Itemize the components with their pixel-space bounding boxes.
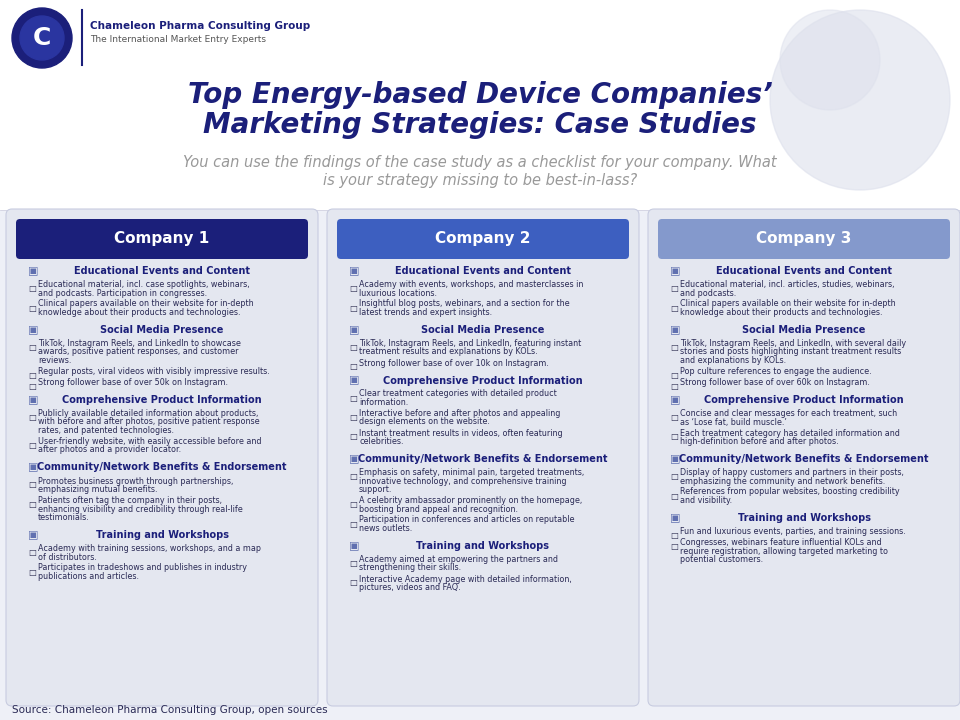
Text: □: □ [349, 433, 357, 441]
Text: Academy with training sessions, workshops, and a map: Academy with training sessions, workshop… [38, 544, 261, 553]
Text: Company 2: Company 2 [435, 232, 531, 246]
Text: Comprehensive Product Information: Comprehensive Product Information [383, 376, 583, 385]
Text: Pop culture references to engage the audience.: Pop culture references to engage the aud… [680, 367, 872, 376]
Text: □: □ [349, 343, 357, 352]
Text: pictures, videos and FAQ.: pictures, videos and FAQ. [359, 583, 461, 592]
FancyBboxPatch shape [658, 219, 950, 259]
Text: ▣: ▣ [28, 462, 38, 472]
Text: rates, and patented technologies.: rates, and patented technologies. [38, 426, 174, 435]
Text: □: □ [670, 531, 678, 540]
Text: boosting brand appeal and recognition.: boosting brand appeal and recognition. [359, 505, 518, 513]
Circle shape [780, 10, 880, 110]
Text: □: □ [670, 284, 678, 293]
Text: ▣: ▣ [670, 454, 681, 464]
Text: Concise and clear messages for each treatment, such: Concise and clear messages for each trea… [680, 409, 898, 418]
Text: stories and posts highlighting instant treatment results: stories and posts highlighting instant t… [680, 348, 901, 356]
FancyBboxPatch shape [16, 219, 308, 259]
Text: □: □ [349, 362, 357, 372]
Text: Social Media Presence: Social Media Presence [100, 325, 224, 335]
Text: Source: Chameleon Pharma Consulting Group, open sources: Source: Chameleon Pharma Consulting Grou… [12, 705, 327, 715]
Text: Marketing Strategies: Case Studies: Marketing Strategies: Case Studies [204, 111, 756, 139]
Text: □: □ [349, 304, 357, 312]
Text: □: □ [670, 382, 678, 391]
Text: Clinical papers available on their website for in-depth: Clinical papers available on their websi… [680, 300, 896, 308]
Text: Emphasis on safety, minimal pain, targeted treatments,: Emphasis on safety, minimal pain, target… [359, 468, 585, 477]
Text: support.: support. [359, 485, 393, 494]
Text: potential customers.: potential customers. [680, 555, 763, 564]
Text: emphasizing the community and network benefits.: emphasizing the community and network be… [680, 477, 885, 485]
Text: ▣: ▣ [670, 325, 681, 335]
Text: Educational Events and Content: Educational Events and Content [716, 266, 892, 276]
Text: You can use the findings of the case study as a checklist for your company. What: You can use the findings of the case stu… [183, 156, 777, 171]
Text: of distributors.: of distributors. [38, 552, 97, 562]
Text: Comprehensive Product Information: Comprehensive Product Information [705, 395, 903, 405]
Text: ▣: ▣ [349, 266, 359, 276]
Text: celebrities.: celebrities. [359, 437, 403, 446]
Text: References from popular websites, boosting credibility: References from popular websites, boosti… [680, 487, 900, 497]
Text: □: □ [28, 548, 36, 557]
Text: and podcasts.: and podcasts. [680, 289, 736, 297]
Text: □: □ [28, 343, 36, 352]
Text: emphasizing mutual benefits.: emphasizing mutual benefits. [38, 485, 157, 494]
Text: □: □ [670, 433, 678, 441]
Text: Comprehensive Product Information: Comprehensive Product Information [62, 395, 262, 405]
Text: TikTok, Instagram Reels, and LinkedIn, with several daily: TikTok, Instagram Reels, and LinkedIn, w… [680, 339, 906, 348]
Text: □: □ [28, 441, 36, 450]
Text: □: □ [349, 578, 357, 588]
Text: reviews.: reviews. [38, 356, 71, 365]
FancyBboxPatch shape [327, 209, 639, 706]
Text: after photos and a provider locator.: after photos and a provider locator. [38, 446, 181, 454]
Text: Clinical papers available on their website for in-depth: Clinical papers available on their websi… [38, 300, 253, 308]
Text: □: □ [28, 567, 36, 577]
Text: Educational Events and Content: Educational Events and Content [395, 266, 571, 276]
Text: news outlets.: news outlets. [359, 524, 412, 533]
Text: Instant treatment results in videos, often featuring: Instant treatment results in videos, oft… [359, 428, 563, 438]
Text: Social Media Presence: Social Media Presence [742, 325, 866, 335]
Text: □: □ [28, 500, 36, 509]
Text: □: □ [670, 413, 678, 422]
Text: Strong follower base of over 50k on Instagram.: Strong follower base of over 50k on Inst… [38, 378, 228, 387]
Text: User-friendly website, with easily accessible before and: User-friendly website, with easily acces… [38, 437, 261, 446]
Text: □: □ [349, 413, 357, 422]
Text: Each treatment category has detailed information and: Each treatment category has detailed inf… [680, 428, 900, 438]
Text: □: □ [349, 520, 357, 528]
Circle shape [770, 10, 950, 190]
Text: Congresses, webinars feature influential KOLs and: Congresses, webinars feature influential… [680, 538, 881, 547]
Text: ▣: ▣ [670, 513, 681, 523]
Text: C: C [33, 26, 51, 50]
Text: Social Media Presence: Social Media Presence [421, 325, 544, 335]
Text: TikTok, Instagram Reels, and LinkedIn to showcase: TikTok, Instagram Reels, and LinkedIn to… [38, 339, 241, 348]
Text: latest trends and expert insights.: latest trends and expert insights. [359, 308, 492, 317]
Text: and podcasts. Participation in congresses.: and podcasts. Participation in congresse… [38, 289, 207, 297]
Text: awards, positive patient responses, and customer: awards, positive patient responses, and … [38, 348, 238, 356]
Text: Participates in tradeshows and publishes in industry: Participates in tradeshows and publishes… [38, 564, 247, 572]
Text: ▣: ▣ [28, 530, 38, 540]
Text: A celebrity ambassador prominently on the homepage,: A celebrity ambassador prominently on th… [359, 496, 583, 505]
Circle shape [12, 8, 72, 68]
Text: knowledge about their products and technologies.: knowledge about their products and techn… [680, 308, 882, 317]
Text: Training and Workshops: Training and Workshops [417, 541, 549, 551]
Text: require registration, allowing targeted marketing to: require registration, allowing targeted … [680, 546, 888, 556]
Text: treatment results and explanations by KOLs.: treatment results and explanations by KO… [359, 348, 538, 356]
Text: ▣: ▣ [349, 325, 359, 335]
Text: innovative technology, and comprehensive training: innovative technology, and comprehensive… [359, 477, 566, 485]
Text: ▣: ▣ [349, 454, 359, 464]
Text: □: □ [28, 371, 36, 380]
Text: □: □ [670, 472, 678, 481]
Text: Interactive Academy page with detailed information,: Interactive Academy page with detailed i… [359, 575, 572, 583]
Text: strengthening their skills.: strengthening their skills. [359, 564, 461, 572]
Text: Strong follower base of over 10k on Instagram.: Strong follower base of over 10k on Inst… [359, 359, 549, 367]
FancyBboxPatch shape [648, 209, 960, 706]
Text: Insightful blog posts, webinars, and a section for the: Insightful blog posts, webinars, and a s… [359, 300, 569, 308]
Text: □: □ [670, 343, 678, 352]
Text: publications and articles.: publications and articles. [38, 572, 139, 581]
Text: and explanations by KOLs.: and explanations by KOLs. [680, 356, 786, 365]
Text: Top Energy-based Device Companies’: Top Energy-based Device Companies’ [187, 81, 773, 109]
Text: □: □ [349, 500, 357, 509]
Text: The International Market Entry Experts: The International Market Entry Experts [90, 35, 266, 45]
Text: Display of happy customers and partners in their posts,: Display of happy customers and partners … [680, 468, 904, 477]
Text: with before and after photos, positive patient response: with before and after photos, positive p… [38, 418, 259, 426]
Text: Company 3: Company 3 [756, 232, 852, 246]
Text: Chameleon Pharma Consulting Group: Chameleon Pharma Consulting Group [90, 21, 310, 31]
